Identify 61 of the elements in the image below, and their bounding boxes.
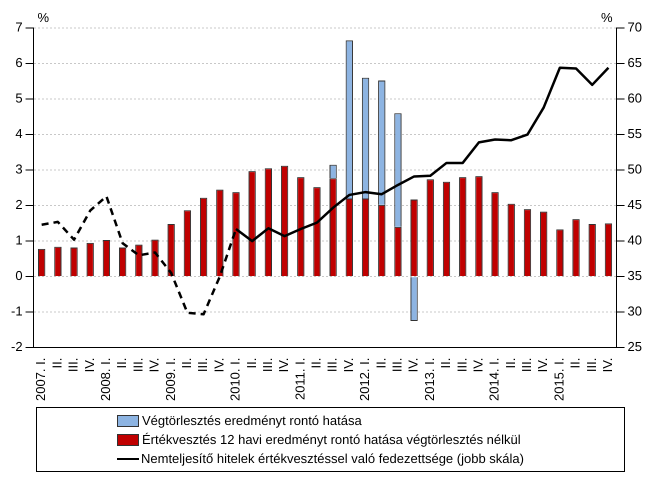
x-tick-label: IV. [406, 358, 421, 372]
y2-tick-label: 45 [628, 197, 642, 212]
y-tick-label: 5 [15, 90, 23, 106]
x-tick-label: II. [49, 358, 64, 368]
x-tick-label: II. [178, 358, 194, 368]
y2-tick-label: 30 [628, 304, 642, 319]
y-tick-label: 3 [15, 162, 23, 177]
y2-tick-label: 25 [628, 339, 642, 354]
x-tick-label: III. [519, 358, 534, 372]
x-tick-label: II. [438, 358, 454, 368]
legend-label: Nemteljesítő hitelek értékvesztéssel való fedezettsége (jobb skála) [141, 451, 524, 466]
x-tick-label: II. [502, 358, 518, 368]
y2-tick-label: 65 [628, 55, 642, 70]
x-tick-label: II. [244, 358, 259, 368]
x-tick-label: 2011. I. [292, 358, 308, 400]
x-tick-label: III. [324, 358, 340, 372]
x-tick-label: IV. [600, 358, 616, 372]
y-tick-label: -2 [10, 339, 23, 354]
y-tick-label: 1 [15, 232, 23, 248]
x-tick-label: 2013. I. [422, 358, 437, 402]
x-tick-label: IV. [340, 358, 356, 372]
x-tick-label: IV. [470, 358, 486, 372]
y2-tick-label: 50 [628, 162, 642, 177]
x-tick-label: IV. [535, 358, 550, 372]
x-tick-label: IV. [146, 358, 162, 372]
x-tick-label: III. [454, 358, 470, 372]
y-tick-label: -1 [10, 304, 23, 319]
y-tick-label: 7 [15, 20, 23, 35]
y-axis-title: % [38, 10, 50, 26]
x-tick-label: 2010. I. [228, 358, 243, 402]
x-tick-label: II. [114, 358, 130, 368]
x-tick-label: III. [130, 358, 146, 372]
x-tick-label: 2009. I. [162, 358, 178, 402]
legend-label: Végtörlesztés eredményt rontó hatása [142, 413, 362, 428]
x-tick-label: III. [195, 358, 210, 372]
x-tick-label: IV. [211, 358, 226, 372]
x-tick-label: 2008. I. [98, 358, 114, 402]
x-tick-label: III. [66, 358, 81, 372]
x-tick-label: II. [568, 358, 583, 368]
x-tick-label: 2015. I. [551, 358, 566, 402]
y2-tick-label: 55 [628, 126, 642, 142]
y2-tick-label: 40 [628, 232, 642, 248]
x-tick-label: II. [308, 358, 324, 368]
x-tick-label: II. [373, 358, 388, 368]
y-tick-label: 0 [15, 268, 23, 284]
x-tick-label: III. [390, 358, 404, 372]
x-tick-label: 2012. I. [357, 358, 372, 402]
x-tick-label: 2014. I. [486, 358, 502, 402]
y-tick-label: 2 [15, 197, 23, 212]
y2-tick-label: 35 [628, 268, 642, 284]
x-tick-label: III. [260, 358, 275, 372]
y-tick-label: 6 [15, 55, 23, 70]
x-tick-label: IV. [82, 358, 97, 372]
y2-tick-label: 60 [628, 90, 642, 106]
x-tick-label: III. [584, 358, 599, 372]
y2-axis-title: % [600, 10, 613, 26]
y2-tick-label: 70 [628, 20, 642, 35]
x-tick-label: IV. [276, 358, 292, 372]
y-tick-label: 4 [15, 126, 23, 142]
legend-label: Értékvesztés 12 havi eredményt rontó hatása végtörlesztés nélkül [142, 432, 521, 447]
x-tick-label: 2007. I. [33, 358, 48, 402]
